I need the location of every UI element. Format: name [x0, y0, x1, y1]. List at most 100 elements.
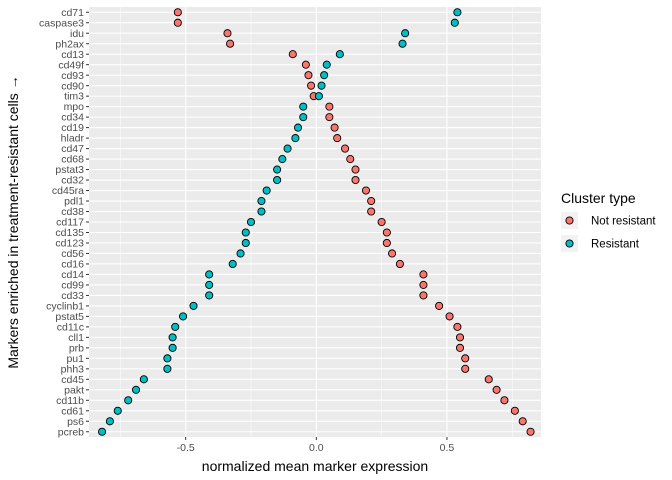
y-tick-label: pdl1 — [64, 196, 84, 208]
point-resistant-cd61 — [113, 406, 122, 415]
x-axis-title: normalized mean marker expression — [202, 458, 428, 474]
point-resistant-cyclinb1 — [189, 301, 198, 310]
y-tick-label: cd49f — [58, 59, 84, 71]
point-not-resistant-cd45 — [484, 375, 493, 384]
point-layer — [98, 8, 535, 436]
y-tick-label: cd117 — [56, 217, 84, 229]
point-not-resistant-phh3 — [461, 364, 470, 373]
point-not-resistant-pdl1 — [367, 196, 376, 206]
point-resistant-pstat5 — [179, 312, 188, 321]
point-resistant-cd11c — [171, 322, 180, 331]
point-not-resistant-cd16 — [395, 259, 404, 269]
y-tick-label: cd93 — [61, 70, 84, 82]
point-resistant-cd32 — [273, 175, 282, 185]
y-tick-label: cd34 — [61, 112, 84, 124]
point-resistant-cd49f — [322, 60, 331, 69]
point-not-resistant-cd56 — [388, 249, 397, 258]
point-not-resistant-pakt — [492, 385, 501, 394]
point-not-resistant-cd90 — [307, 81, 316, 90]
point-resistant-hladr — [291, 134, 300, 143]
y-tick-label: pu1 — [66, 353, 84, 365]
grid-layer — [89, 7, 541, 437]
y-tick-label: cd61 — [61, 405, 84, 417]
y-axis-ticks: cd71caspase3iduph2axcd13cd49fcd93cd90tim… — [39, 7, 89, 438]
point-resistant-cd117 — [246, 217, 256, 227]
y-tick-label: pstat5 — [55, 311, 84, 323]
point-resistant-idu — [401, 29, 410, 38]
point-not-resistant-cd11b — [500, 396, 509, 405]
point-resistant-cd33 — [205, 291, 214, 300]
point-not-resistant-cd14 — [419, 270, 428, 279]
point-not-resistant-cd11c — [453, 322, 462, 331]
point-not-resistant-cd49f — [301, 60, 310, 69]
point-resistant-cd135 — [241, 228, 250, 237]
legend-key-point — [565, 216, 574, 225]
point-not-resistant-pu1 — [461, 354, 470, 363]
y-tick-label: cd135 — [55, 227, 84, 239]
point-resistant-tim3 — [314, 92, 323, 101]
point-not-resistant-ph2ax — [226, 39, 235, 48]
y-tick-label: mpo — [64, 101, 85, 113]
legend-title: Cluster type — [561, 190, 636, 206]
y-tick-label: ps6 — [67, 416, 84, 428]
y-tick-label: cd123 — [55, 238, 84, 250]
y-tick-label: cd33 — [61, 290, 84, 302]
y-tick-label: phh3 — [61, 363, 85, 375]
y-tick-label: cd16 — [61, 259, 84, 271]
point-not-resistant-cyclinb1 — [435, 301, 444, 310]
point-not-resistant-prb — [455, 343, 465, 352]
y-tick-label: ph2ax — [55, 38, 84, 50]
point-resistant-pdl1 — [257, 196, 266, 206]
point-not-resistant-cd33 — [419, 291, 428, 300]
point-not-resistant-cd32 — [351, 175, 360, 185]
point-resistant-prb — [168, 343, 177, 352]
point-resistant-cd14 — [205, 270, 214, 279]
legend-label: Resistant — [591, 239, 640, 251]
y-tick-label: cyclinb1 — [46, 301, 84, 313]
y-tick-label: cd56 — [61, 248, 84, 260]
y-tick-label: cd68 — [61, 154, 84, 166]
point-resistant-cll1 — [168, 333, 177, 342]
x-tick-label: 0.5 — [440, 442, 455, 454]
point-resistant-pu1 — [163, 354, 172, 363]
point-not-resistant-mpo — [325, 102, 334, 111]
y-tick-label: cd11b — [56, 395, 84, 407]
point-resistant-cd13 — [335, 50, 344, 59]
x-tick-label: -0.5 — [177, 442, 195, 454]
y-tick-label: cd90 — [61, 80, 84, 92]
point-resistant-cd45 — [139, 375, 148, 384]
point-resistant-cd68 — [278, 155, 287, 164]
point-not-resistant-cd68 — [346, 155, 355, 164]
point-not-resistant-cd117 — [377, 217, 386, 227]
point-resistant-cd71 — [453, 8, 462, 17]
point-not-resistant-cd34 — [325, 113, 334, 122]
point-not-resistant-cll1 — [455, 333, 465, 342]
legend: Cluster type Not resistant Resistant — [561, 190, 656, 252]
point-resistant-cd90 — [317, 81, 326, 90]
point-not-resistant-cd135 — [382, 228, 391, 237]
y-tick-label: cd19 — [61, 122, 84, 134]
y-tick-label: pakt — [64, 384, 84, 396]
point-resistant-mpo — [299, 102, 308, 111]
point-resistant-ph2ax — [398, 39, 407, 48]
point-resistant-cd99 — [205, 280, 214, 289]
point-resistant-caspase3 — [450, 18, 459, 27]
point-not-resistant-cd45ra — [361, 186, 370, 195]
point-not-resistant-pstat5 — [445, 312, 454, 321]
y-tick-label: pcreb — [58, 426, 84, 438]
point-not-resistant-cd47 — [340, 144, 350, 153]
y-tick-label: cd45 — [61, 374, 84, 386]
y-tick-label: hladr — [61, 133, 85, 145]
point-not-resistant-cd123 — [382, 238, 391, 248]
y-tick-label: cll1 — [68, 332, 84, 344]
point-not-resistant-cd99 — [419, 280, 428, 289]
point-not-resistant-cd13 — [288, 50, 297, 59]
point-not-resistant-cd61 — [510, 406, 519, 415]
point-resistant-cd47 — [283, 144, 292, 153]
point-not-resistant-cd71 — [173, 8, 182, 17]
x-axis-ticks: -0.5 0.0 0.5 — [177, 437, 455, 454]
y-tick-label: pstat3 — [55, 164, 84, 176]
point-resistant-cd38 — [257, 207, 266, 216]
point-not-resistant-cd93 — [304, 71, 313, 80]
